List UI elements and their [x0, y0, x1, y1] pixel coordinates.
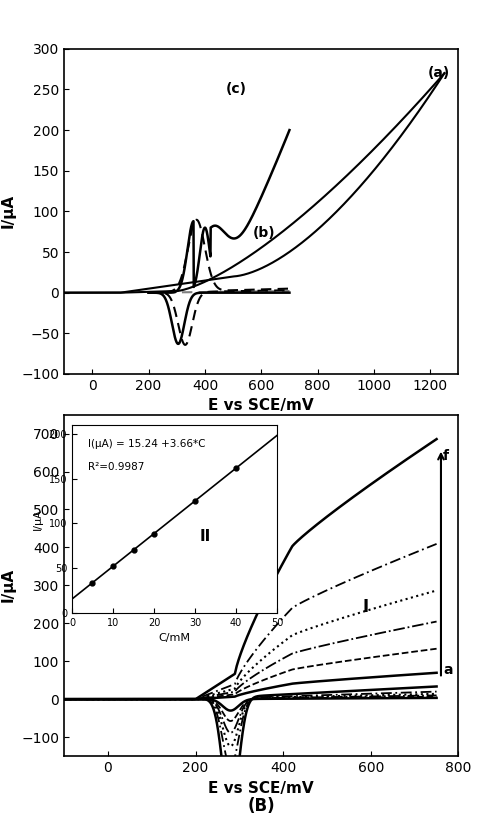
Text: (c): (c) — [226, 82, 247, 97]
Y-axis label: I/μA: I/μA — [0, 568, 16, 602]
X-axis label: E vs SCE/mV: E vs SCE/mV — [209, 780, 314, 795]
Text: (a): (a) — [427, 66, 450, 80]
Text: I: I — [362, 598, 368, 616]
Text: (b): (b) — [253, 226, 276, 241]
Text: f: f — [443, 449, 449, 463]
Y-axis label: I/μA: I/μA — [0, 194, 16, 228]
Text: (B): (B) — [247, 797, 275, 813]
Text: (A): (A) — [247, 419, 275, 437]
X-axis label: E vs SCE/mV: E vs SCE/mV — [209, 398, 314, 413]
Text: a: a — [443, 663, 453, 677]
